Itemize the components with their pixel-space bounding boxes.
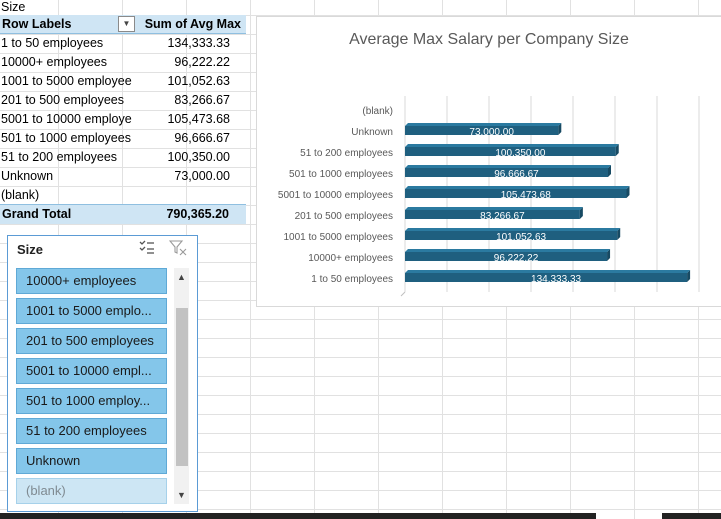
- bar-top: [405, 207, 583, 210]
- bar-top: [405, 228, 621, 231]
- pivot-row-label[interactable]: 1 to 50 employees: [1, 36, 104, 50]
- size-slicer[interactable]: Size 10000+ employees 1001 to 5000 emplo.…: [7, 235, 198, 512]
- slicer-item[interactable]: 51 to 200 employees: [16, 418, 167, 444]
- bar-top: [405, 186, 630, 189]
- chart-floor-edge: [400, 291, 406, 297]
- grand-total-label[interactable]: Grand Total: [2, 207, 72, 221]
- row-labels-header[interactable]: Row Labels: [2, 17, 72, 31]
- bar-side: [687, 270, 691, 282]
- slicer-item[interactable]: 501 to 1000 employ...: [16, 388, 167, 414]
- chart-title: Average Max Salary per Company Size: [349, 31, 629, 48]
- multi-select-icon[interactable]: [138, 240, 156, 258]
- bar-side: [617, 228, 621, 240]
- bar-data-label: 100,350.00: [495, 148, 545, 159]
- pivot-row-value[interactable]: 134,333.33: [167, 36, 230, 50]
- pivot-row-label[interactable]: 51 to 200 employees: [1, 150, 118, 164]
- category-tick-label: 5001 to 10000 employees: [278, 190, 393, 201]
- bar-data-label: 73,000.00: [469, 127, 514, 138]
- pivot-row-value[interactable]: 101,052.63: [167, 74, 230, 88]
- bar: [405, 231, 618, 240]
- slicer-item[interactable]: 10000+ employees: [16, 268, 167, 294]
- slicer-scroll-thumb[interactable]: [176, 308, 188, 466]
- pivot-row-label[interactable]: (blank): [1, 188, 40, 202]
- bar-top: [405, 270, 691, 273]
- pivot-row-label[interactable]: Unknown: [1, 169, 54, 183]
- bar-top: [405, 249, 611, 252]
- salary-bar-chart[interactable]: Average Max Salary per Company Size (bla…: [256, 16, 721, 307]
- sheet-tab-strip-right: [662, 513, 721, 519]
- slicer-item[interactable]: (blank): [16, 478, 167, 504]
- slicer-item[interactable]: 1001 to 5000 emplo...: [16, 298, 167, 324]
- pivot-row-value[interactable]: 96,222.22: [174, 55, 230, 69]
- bar: [405, 147, 616, 156]
- category-tick-label: (blank): [362, 106, 393, 117]
- bar-data-label: 96,666.67: [494, 169, 539, 180]
- sheet-tab-strip: [0, 513, 596, 519]
- grand-total-value[interactable]: 790,365.20: [166, 207, 229, 221]
- pivot-row-value[interactable]: 73,000.00: [174, 169, 230, 183]
- bar-side: [608, 165, 611, 177]
- category-tick-label: 1 to 50 employees: [311, 274, 393, 285]
- category-tick-label: 1001 to 5000 employees: [283, 232, 393, 243]
- pivot-row-label[interactable]: 10000+ employees: [1, 55, 107, 69]
- bar-side: [626, 186, 630, 198]
- bar-side: [579, 207, 583, 219]
- pivot-row-value[interactable]: 105,473.68: [167, 112, 230, 126]
- category-tick-label: 51 to 200 employees: [300, 148, 393, 159]
- category-tick-label: Unknown: [351, 127, 393, 138]
- bar-top: [405, 144, 619, 147]
- slicer-title: Size: [17, 242, 44, 257]
- scroll-up-icon[interactable]: ▲: [177, 272, 186, 282]
- scroll-down-icon[interactable]: ▼: [177, 490, 186, 500]
- category-tick-label: 201 to 500 employees: [295, 211, 393, 222]
- bar: [405, 252, 608, 261]
- bar-top: [405, 165, 611, 168]
- pivot-row-value[interactable]: 96,666.67: [174, 131, 230, 145]
- bar-data-label: 105,473.68: [501, 190, 551, 201]
- bar-data-label: 134,333.33: [531, 274, 581, 285]
- bar: [405, 126, 559, 135]
- bar-side: [607, 249, 611, 261]
- bar: [405, 210, 580, 219]
- clear-filter-icon[interactable]: [168, 240, 187, 258]
- pivot-row-label[interactable]: 501 to 1000 employees: [1, 131, 131, 145]
- bar-data-label: 101,052.63: [496, 232, 546, 243]
- bar-data-label: 83,266.67: [480, 211, 525, 222]
- grand-total-row: [0, 204, 246, 224]
- pivot-filter-label: Size: [1, 0, 26, 14]
- category-tick-label: 10000+ employees: [308, 253, 393, 264]
- bar: [405, 189, 627, 198]
- bar-side: [615, 144, 619, 156]
- pivot-row-label[interactable]: 1001 to 5000 employee: [1, 74, 132, 88]
- filter-dropdown-icon[interactable]: ▼: [118, 16, 135, 32]
- bar-side: [558, 123, 562, 135]
- pivot-row-value[interactable]: 83,266.67: [174, 93, 230, 107]
- pivot-row-label[interactable]: 201 to 500 employees: [1, 93, 125, 107]
- category-tick-label: 501 to 1000 employees: [289, 169, 393, 180]
- chart-plot: (blank) Unknown 73,000.00 51 to 200 employe…: [278, 96, 700, 297]
- slicer-item[interactable]: Unknown: [16, 448, 167, 474]
- pivot-row-label[interactable]: 5001 to 10000 employe: [1, 112, 132, 126]
- bar: [405, 168, 608, 177]
- bar: [405, 273, 688, 282]
- bar-top: [405, 123, 562, 126]
- value-column-header[interactable]: Sum of Avg Max: [144, 17, 241, 31]
- bar-data-label: 96,222.22: [494, 253, 539, 264]
- pivot-row-value[interactable]: [138, 186, 230, 205]
- pivot-row-value[interactable]: 100,350.00: [167, 150, 230, 164]
- slicer-item[interactable]: 5001 to 10000 empl...: [16, 358, 167, 384]
- slicer-item[interactable]: 201 to 500 employees: [16, 328, 167, 354]
